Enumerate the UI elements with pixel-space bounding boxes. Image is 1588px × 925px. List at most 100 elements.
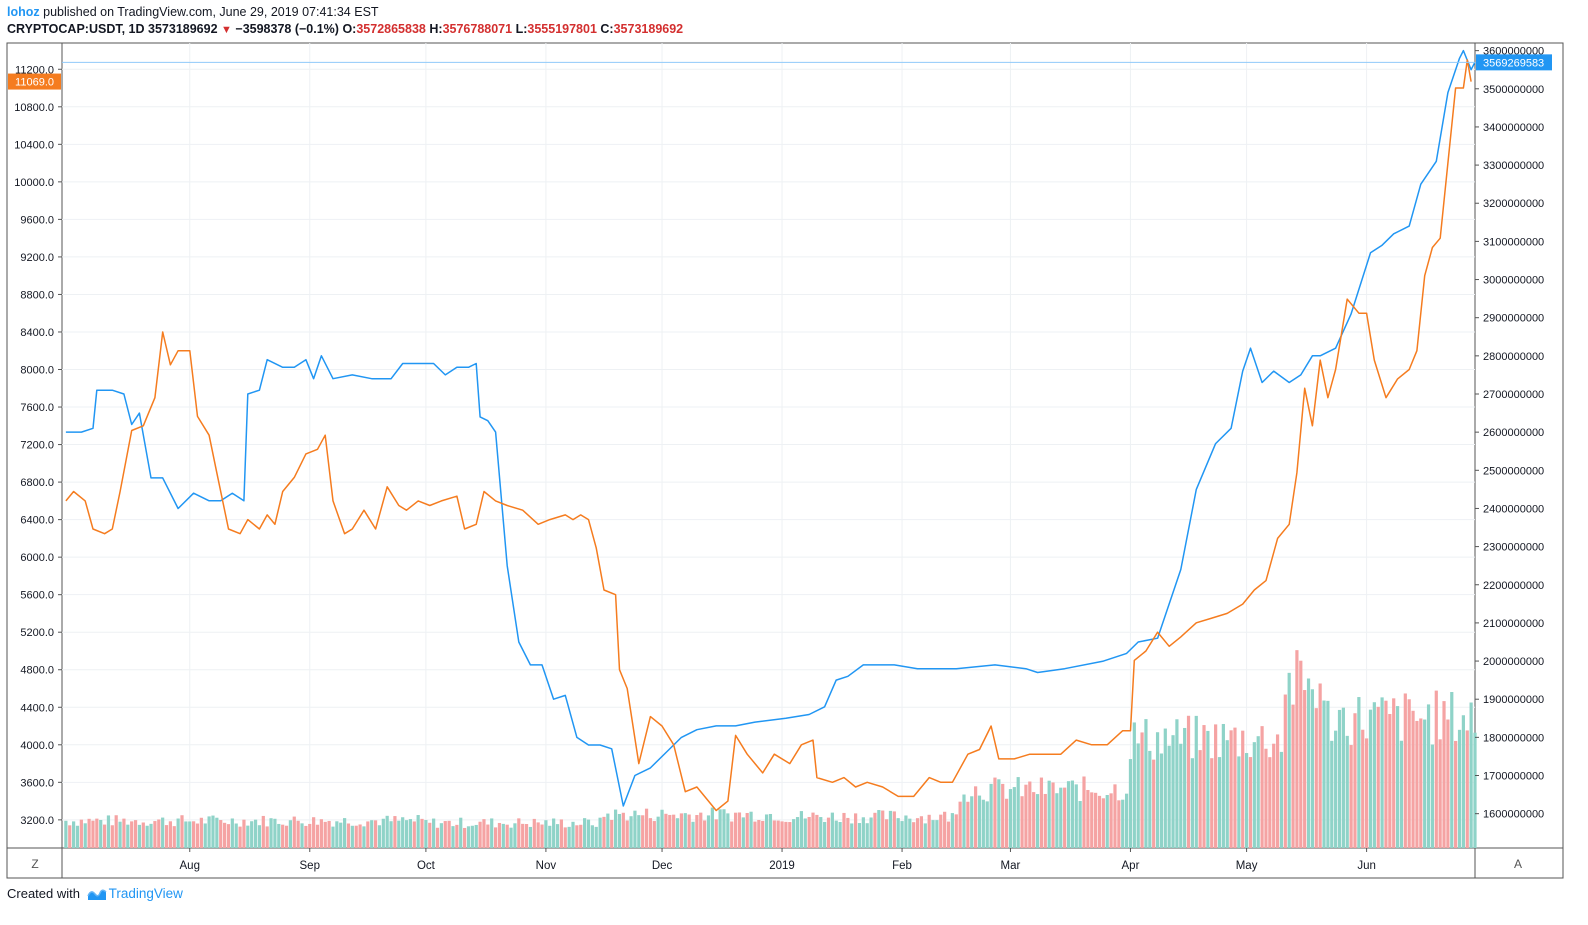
time-tick-label: Sep bbox=[300, 860, 320, 872]
left-tick-label: 6000.0 bbox=[20, 552, 54, 564]
volume-bar bbox=[1256, 736, 1260, 848]
volume-bar bbox=[1368, 709, 1373, 848]
volume-bar bbox=[1407, 699, 1411, 848]
left-scale-button[interactable]: Z bbox=[31, 857, 38, 871]
volume-bar bbox=[946, 821, 951, 848]
volume-bar bbox=[401, 817, 405, 848]
right-price-axis[interactable]: 1600000000 1700000000 1800000000 1900000000… bbox=[1475, 46, 1552, 821]
volume-bar bbox=[1415, 720, 1419, 848]
volume-bar bbox=[524, 824, 529, 848]
left-price-axis[interactable]: 3200.0 3600.0 4000.0 4400.0 4800.0 5200.0 5600… bbox=[8, 64, 62, 827]
right-tick-label: 3300000000 bbox=[1483, 160, 1544, 172]
volume-bar bbox=[1159, 753, 1164, 848]
volume-bar bbox=[459, 817, 463, 848]
volume-bar bbox=[1066, 781, 1071, 848]
volume-bar bbox=[1140, 732, 1144, 848]
right-tick-label: 1700000000 bbox=[1483, 771, 1544, 783]
volume-bar bbox=[1349, 745, 1353, 848]
volume-bar bbox=[761, 820, 765, 848]
volume-bar bbox=[1260, 726, 1264, 848]
volume-bar bbox=[1206, 730, 1210, 848]
volume-bar bbox=[250, 821, 254, 848]
volume-bar bbox=[1434, 690, 1438, 848]
volume-bar bbox=[559, 819, 563, 848]
volume-bar bbox=[788, 822, 792, 848]
volume-bar bbox=[79, 819, 83, 848]
volume-bar bbox=[869, 817, 873, 848]
right-tick-label: 3100000000 bbox=[1483, 236, 1544, 248]
left-tick-label: 3200.0 bbox=[20, 815, 54, 827]
volume-bar bbox=[304, 825, 308, 848]
volume-bar bbox=[1175, 719, 1179, 848]
volume-bar bbox=[1446, 719, 1450, 848]
auto-scale-button[interactable]: A bbox=[1514, 857, 1522, 871]
volume-bar bbox=[1008, 789, 1013, 848]
volume-bar bbox=[1070, 780, 1074, 848]
volume-bar bbox=[1318, 683, 1322, 848]
volume-bar bbox=[641, 815, 645, 848]
volume-bar bbox=[277, 823, 281, 848]
volume-bar bbox=[226, 824, 231, 848]
author-name[interactable]: lohoz bbox=[7, 5, 40, 19]
volume-bar bbox=[1214, 724, 1218, 848]
left-tick-label: 10400.0 bbox=[14, 139, 54, 151]
volume-bar bbox=[1357, 697, 1361, 848]
volume-bar bbox=[737, 812, 742, 848]
volume-bar bbox=[466, 826, 471, 848]
volume-bar bbox=[799, 811, 804, 848]
tradingview-brand[interactable]: TradingView bbox=[108, 886, 183, 901]
volume-bar bbox=[792, 819, 796, 848]
right-tick-label: 1900000000 bbox=[1483, 694, 1544, 706]
volume-bar bbox=[106, 815, 111, 848]
tradingview-logo-icon[interactable] bbox=[86, 887, 107, 904]
volume-bar bbox=[1086, 789, 1090, 848]
volume-bar bbox=[176, 818, 180, 848]
symbol-title[interactable]: CRYPTOCAP:USDT, 1D bbox=[7, 22, 145, 36]
volume-bar bbox=[1411, 710, 1415, 848]
time-axis[interactable]: Aug Sep Oct Nov Dec 2019 Feb Mar Apr May Jun bbox=[180, 848, 1376, 872]
right-tick-label: 2100000000 bbox=[1483, 618, 1544, 630]
volume-bar bbox=[87, 818, 91, 848]
volume-bar bbox=[1399, 740, 1404, 848]
volume-bar bbox=[923, 823, 927, 848]
volume-bar bbox=[397, 820, 401, 848]
volume-bar bbox=[1124, 793, 1129, 848]
volume-bar bbox=[579, 824, 583, 848]
volume-bar bbox=[1392, 698, 1396, 848]
volume-bar bbox=[772, 820, 776, 848]
volume-bar bbox=[807, 816, 811, 848]
volume-bar bbox=[184, 821, 188, 848]
volume-bar bbox=[954, 814, 958, 848]
volume-bar bbox=[509, 827, 513, 848]
volume-bar bbox=[1442, 701, 1446, 848]
volume-bar bbox=[230, 818, 234, 848]
volume-bar bbox=[1337, 709, 1342, 848]
chart-canvas[interactable]: 3200.0 3600.0 4000.0 4400.0 4800.0 5200.0 5600… bbox=[0, 40, 1588, 880]
volume-bar bbox=[672, 814, 676, 848]
volume-bar bbox=[72, 821, 76, 848]
right-tick-label: 2700000000 bbox=[1483, 389, 1544, 401]
right-tick-label: 2000000000 bbox=[1483, 656, 1544, 668]
volume-bar bbox=[168, 821, 172, 848]
volume-bar bbox=[455, 824, 459, 848]
volume-bar bbox=[606, 813, 610, 848]
volume-bar bbox=[1183, 727, 1187, 848]
volume-bar bbox=[1117, 800, 1121, 848]
volume-bar bbox=[718, 809, 722, 848]
volume-bar bbox=[915, 818, 920, 848]
volume-bar bbox=[1419, 718, 1423, 848]
volume-bar bbox=[691, 821, 695, 848]
footer: Created with TradingView bbox=[7, 886, 183, 904]
volume-bar bbox=[1198, 750, 1202, 848]
time-tick-label: Feb bbox=[892, 860, 912, 872]
volume-bar bbox=[1024, 784, 1028, 848]
left-tick-label: 10800.0 bbox=[14, 102, 54, 114]
volume-bar bbox=[1078, 801, 1082, 848]
volume-bar bbox=[621, 812, 625, 848]
volume-bar bbox=[753, 821, 757, 848]
volume-bar bbox=[873, 812, 877, 848]
volume-bar bbox=[1047, 780, 1051, 848]
volume-bar bbox=[815, 814, 819, 848]
volume-bar bbox=[1252, 742, 1256, 848]
right-tick-label: 3500000000 bbox=[1483, 84, 1544, 96]
